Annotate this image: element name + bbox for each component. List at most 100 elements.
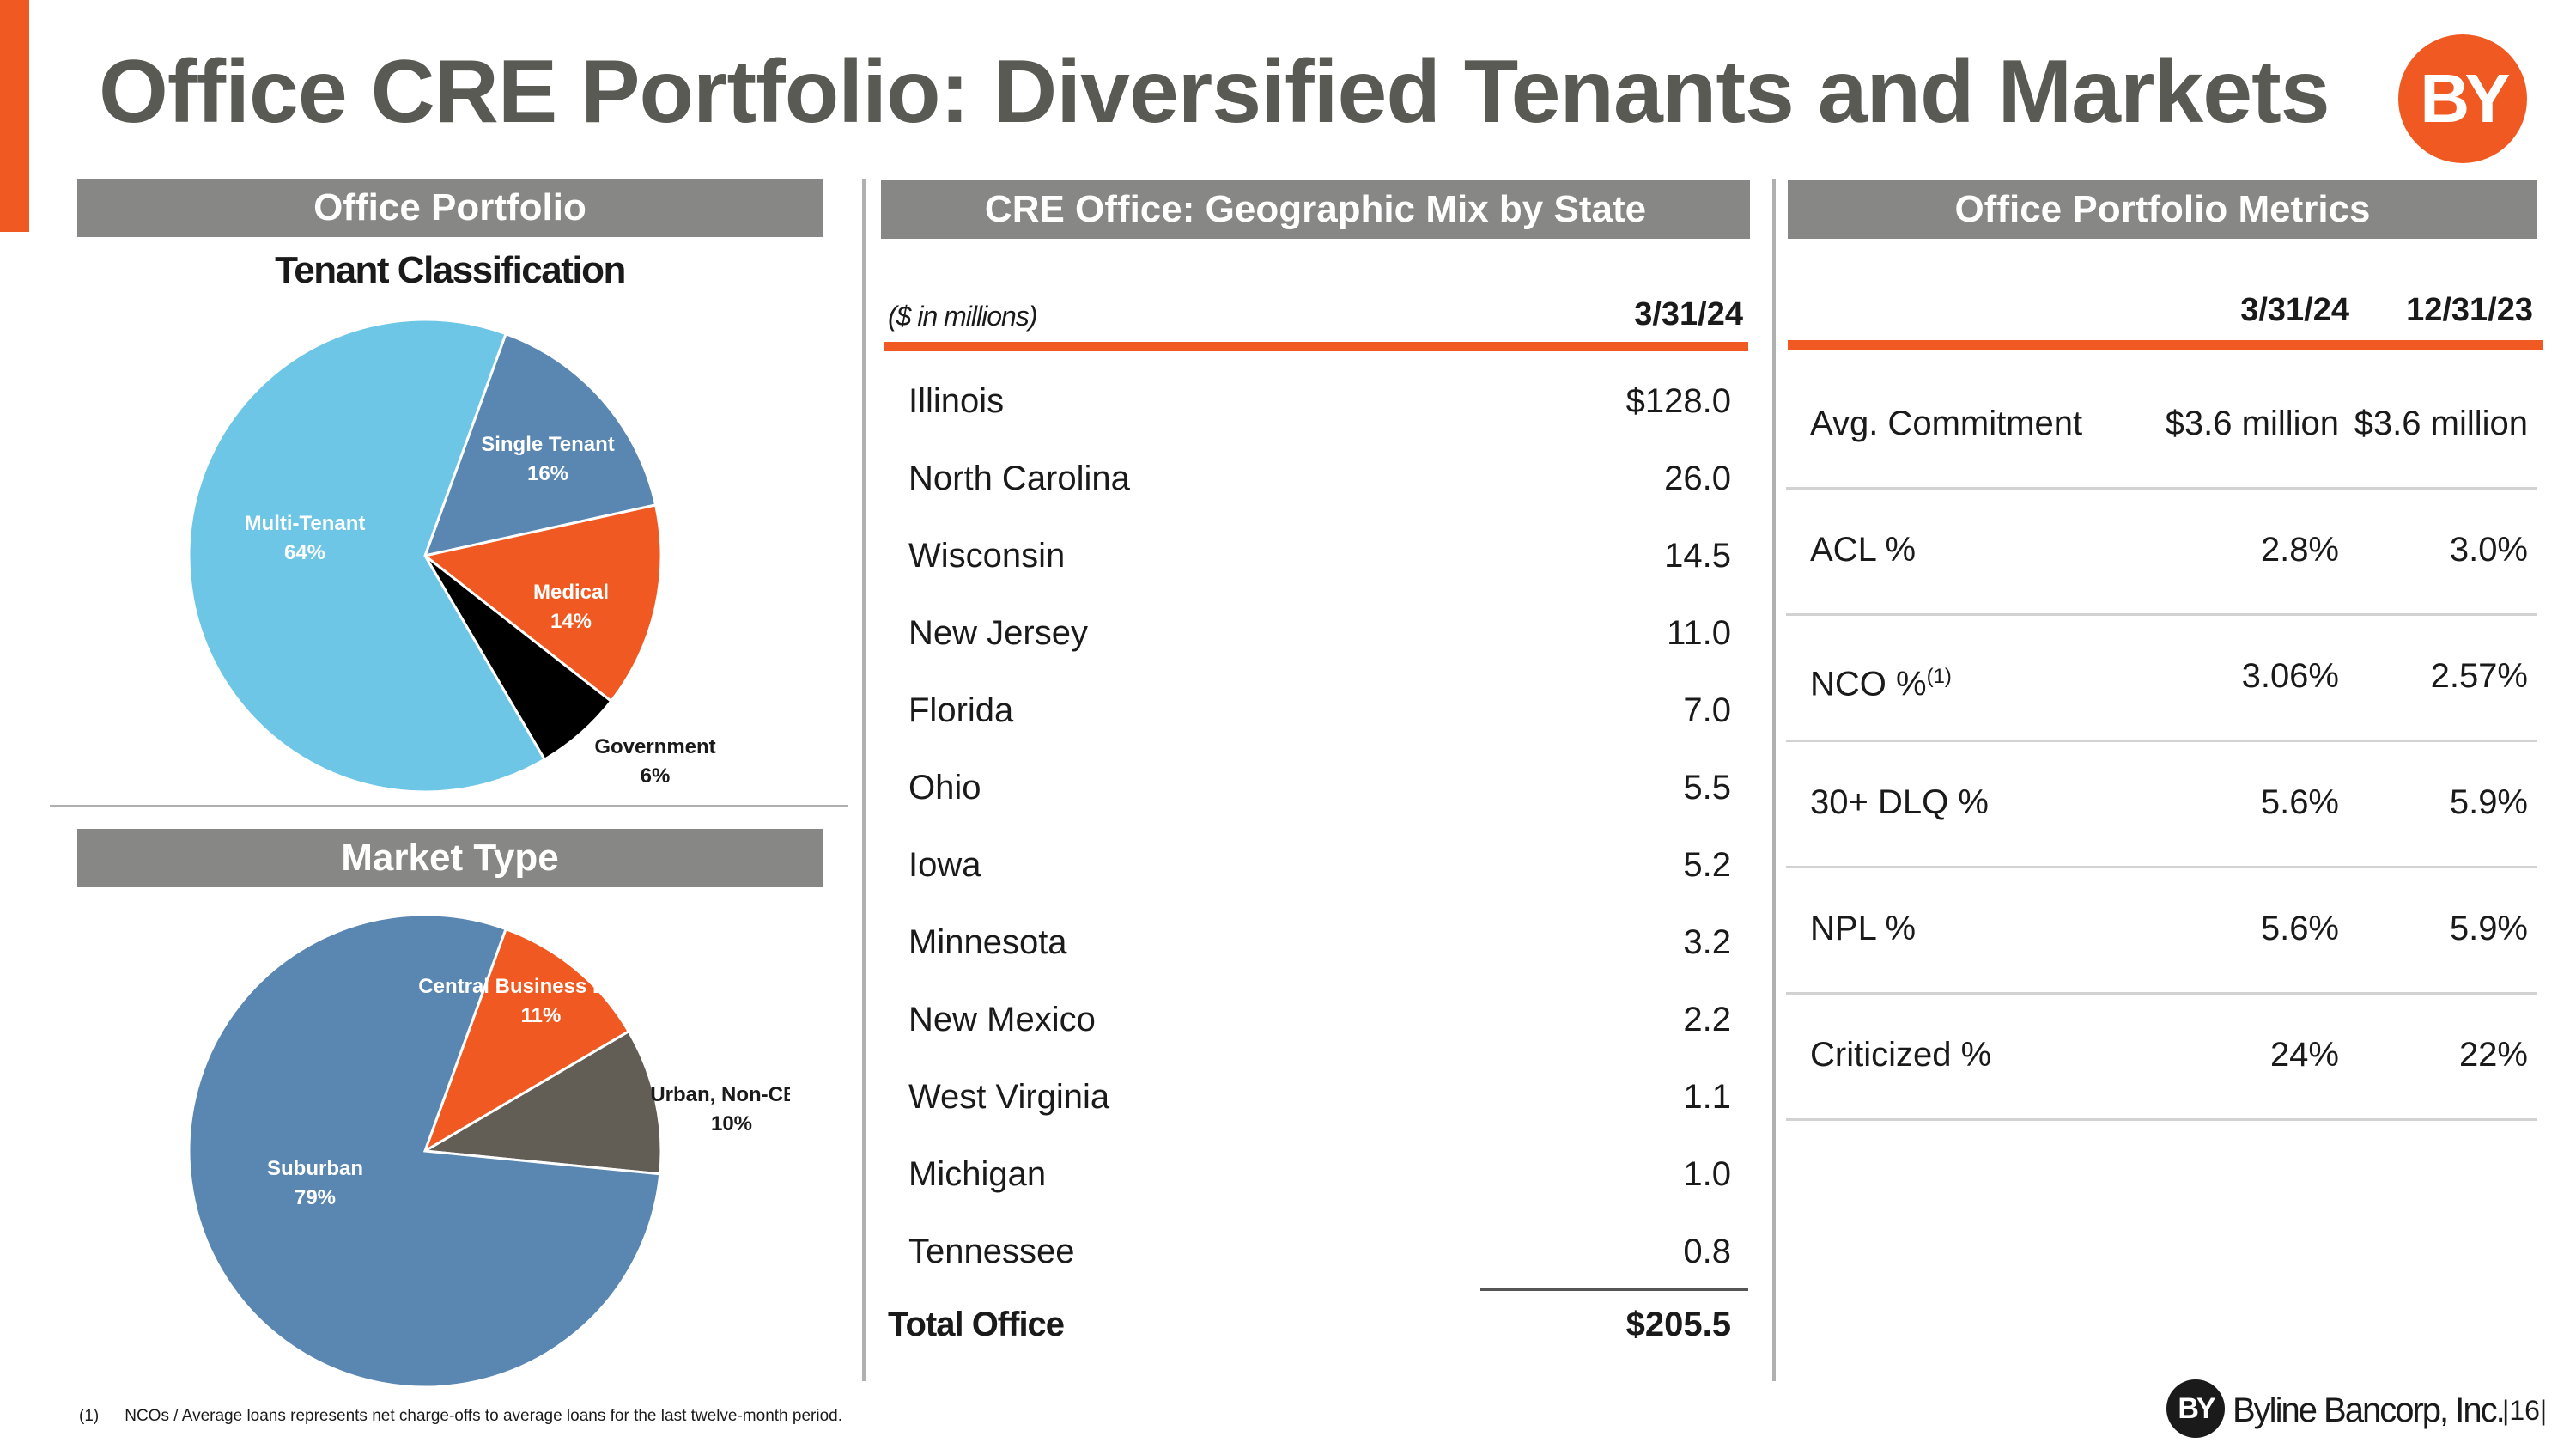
pie-label-cbd: Central Business District 11% [418, 975, 663, 1027]
geo-state: Tennessee [908, 1233, 1075, 1270]
metric-label: ACL % [1810, 487, 1916, 613]
left-divider [50, 805, 848, 807]
geo-state: Illinois [908, 382, 1005, 420]
geo-date-header: 3/31/24 [1634, 296, 1743, 332]
metric-value-current: 24% [2269, 1036, 2339, 1074]
geo-row: New Mexico 2.2 [884, 981, 1743, 1058]
metric-label-text: Criticized % [1810, 1036, 1992, 1074]
geo-row: Ohio 5.5 [884, 749, 1743, 826]
market-pie-chart: Central Business District 11% Urban, Non-… [187, 913, 790, 1389]
tenant-slice-single-tenant [422, 332, 658, 558]
geo-row: New Jersey 11.0 [884, 594, 1743, 672]
accent-bar [0, 0, 29, 232]
geo-state: West Virginia [908, 1078, 1110, 1116]
pie-label-multi-tenant: Multi-Tenant 64% [245, 512, 366, 564]
geo-row: Illinois $128.0 [884, 362, 1743, 440]
geo-row: Tennessee 0.8 [884, 1213, 1743, 1290]
geo-row: Minnesota 3.2 [884, 904, 1743, 981]
metric-value-prior: 5.9% [2449, 783, 2528, 821]
geo-row: Wisconsin 14.5 [884, 517, 1743, 594]
geo-row: West Virginia 1.1 [884, 1058, 1743, 1135]
metrics-header: Office Portfolio Metrics [1788, 180, 2537, 239]
office-portfolio-header: Office Portfolio [77, 179, 823, 237]
geo-row: Florida 7.0 [884, 672, 1743, 749]
metric-label: Avg. Commitment [1810, 361, 2082, 487]
unit-note: ($ in millions) [888, 301, 1037, 332]
metric-label-text: 30+ DLQ % [1810, 783, 1989, 821]
metric-value-current: 5.6% [2260, 910, 2339, 947]
geo-state: Ohio [908, 769, 981, 807]
geo-state: North Carolina [908, 460, 1130, 497]
total-office-label: Total Office [888, 1306, 1065, 1343]
metric-row: Avg. Commitment $3.6 million $3.6 million [1786, 361, 2537, 490]
total-rule [1480, 1288, 1748, 1291]
metric-value-prior: 2.57% [2430, 657, 2528, 695]
geo-row: North Carolina 26.0 [884, 440, 1743, 517]
pie-label-single-tenant: Single Tenant 16% [481, 433, 615, 485]
market-slice-suburban [187, 913, 662, 1389]
metric-value-prior: 22% [2458, 1036, 2528, 1074]
geo-state: Minnesota [908, 923, 1067, 961]
geo-state: Michigan [908, 1155, 1047, 1193]
metric-footnote-ref: (1) [1926, 665, 1952, 688]
pie-label-medical: Medical 14% [533, 581, 609, 633]
geo-state: New Jersey [908, 614, 1088, 652]
geo-value: 11.0 [1667, 614, 1731, 652]
geo-value: 2.2 [1683, 1001, 1731, 1038]
metric-label: NCO %(1) [1810, 613, 1952, 747]
footer-brand: Byline Bancorp, Inc. [2233, 1391, 2506, 1429]
metric-value-current: 5.6% [2260, 783, 2339, 821]
geo-state: Iowa [908, 846, 981, 884]
metric-row: Criticized % 24% 22% [1786, 992, 2537, 1121]
market-slice-urban-non-cbd [421, 1029, 663, 1176]
divider-right [1772, 179, 1776, 1381]
metric-value-current: 3.06% [2241, 657, 2339, 695]
metric-value-current: 2.8% [2260, 531, 2339, 569]
footnote: (1) NCOs / Average loans represents net c… [79, 1407, 842, 1426]
metric-label-text: NPL % [1810, 910, 1917, 947]
metrics-col1-header: 3/31/24 [2240, 292, 2349, 328]
metric-value-current: $3.6 million [2165, 405, 2339, 442]
footnote-text: NCOs / Average loans represents net char… [125, 1407, 842, 1425]
geo-state: Wisconsin [908, 537, 1066, 575]
geo-value: 1.1 [1683, 1078, 1731, 1116]
pie-label-government: Government 6% [594, 735, 715, 788]
market-slice-central-business-district [422, 927, 631, 1154]
metric-row: 30+ DLQ % 5.6% 5.9% [1786, 740, 2537, 868]
geo-value: $128.0 [1625, 382, 1731, 420]
geo-state: New Mexico [908, 1001, 1096, 1038]
tenant-classification-title: Tenant Classification [275, 249, 626, 291]
geo-value: 0.8 [1683, 1233, 1731, 1270]
geo-value: 5.2 [1683, 846, 1731, 884]
divider-left [862, 179, 866, 1381]
metric-label: 30+ DLQ % [1810, 740, 1989, 866]
total-office-value: $205.5 [1625, 1306, 1731, 1343]
geo-value: 1.0 [1683, 1155, 1731, 1193]
tenant-pie-chart: Single Tenant 16% Medical 14% Government 6%… [187, 318, 716, 794]
metric-label: Criticized % [1810, 992, 1991, 1118]
geo-value: 14.5 [1664, 537, 1731, 575]
metric-label-text: Avg. Commitment [1810, 405, 2083, 442]
metric-label-text: NCO % [1810, 665, 1927, 703]
geo-mix-header: CRE Office: Geographic Mix by State [881, 180, 1750, 239]
geo-value: 7.0 [1683, 691, 1731, 729]
byline-logo: BY [2398, 34, 2527, 163]
geo-orange-rule [884, 342, 1748, 351]
page-number-value: 16 [2509, 1395, 2540, 1426]
metric-row: ACL % 2.8% 3.0% [1786, 487, 2537, 616]
geo-value: 5.5 [1683, 769, 1731, 807]
tenant-slice-medical [422, 503, 663, 703]
metric-row: NCO %(1) 3.06% 2.57% [1786, 613, 2537, 742]
footnote-marker: (1) [79, 1407, 100, 1425]
metrics-col2-header: 12/31/23 [2406, 292, 2533, 328]
pie-label-urban-non-cbd: Urban, Non-CBD10% [650, 1083, 790, 1135]
metric-value-prior: 5.9% [2449, 910, 2528, 947]
geo-row: Michigan 1.0 [884, 1135, 1743, 1213]
page-number: |16| [2502, 1395, 2548, 1426]
slide-title: Office CRE Portfolio: Diversified Tenant… [99, 42, 2330, 142]
geo-value: 3.2 [1683, 923, 1731, 961]
footer-logo-icon: BY [2166, 1379, 2225, 1438]
geo-value: 26.0 [1664, 460, 1731, 497]
market-type-header: Market Type [77, 829, 823, 887]
metric-value-prior: 3.0% [2449, 531, 2528, 569]
